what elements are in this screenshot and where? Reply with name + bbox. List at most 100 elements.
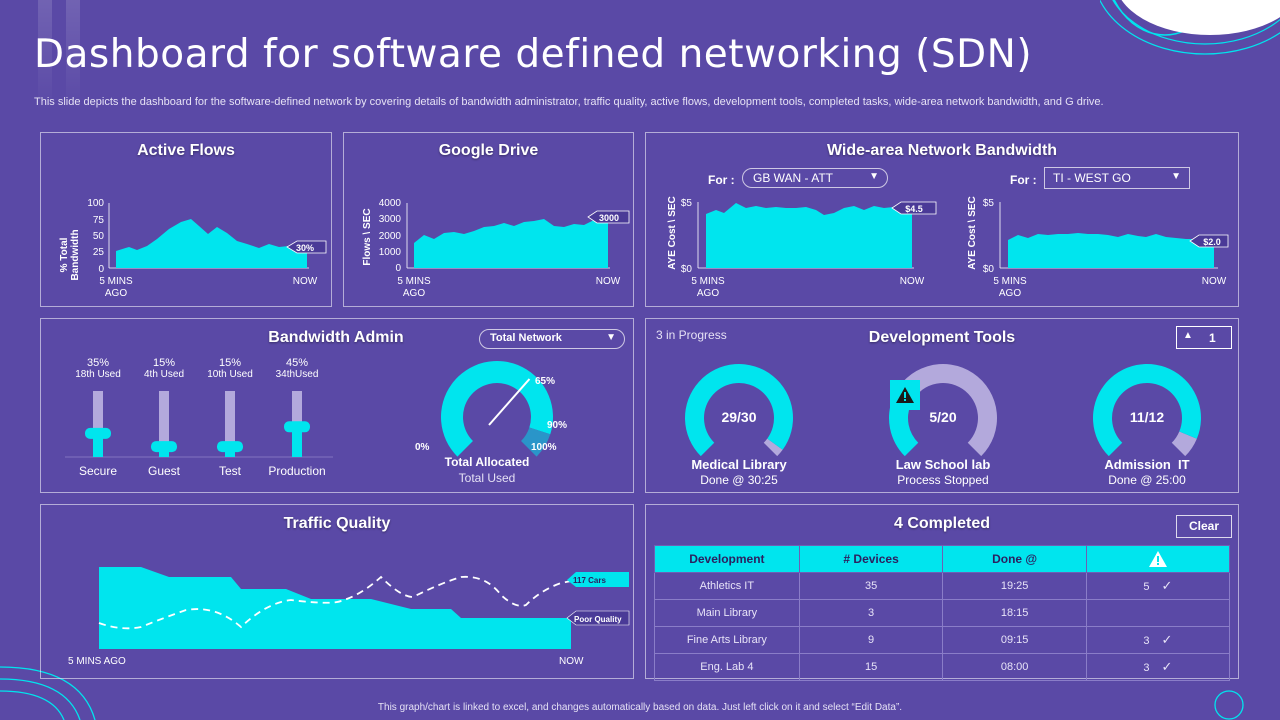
alert-count: 3: [1143, 662, 1150, 674]
check-icon: ✓: [1161, 632, 1173, 647]
google-drive-title: Google Drive: [438, 142, 539, 159]
slider-name: Test: [218, 464, 241, 478]
slider-used: 18th Used: [75, 369, 121, 380]
dev-tools-alert-badge[interactable]: ▲ 1: [1176, 326, 1232, 349]
bandwidth-sliders: [65, 391, 333, 458]
wan-right-chart[interactable]: AYE Cost \ SEC $5 $0 $2.0 5 MINS AGO NOW: [946, 188, 1240, 308]
active-flows-title: Active Flows: [137, 142, 235, 159]
dev-tools-title: Development Tools: [868, 329, 1016, 346]
column-header[interactable]: Done @: [942, 545, 1087, 573]
cell-alerts: 3 ✓: [1085, 653, 1231, 681]
table-header-row: Development # Devices Done @: [654, 545, 1231, 573]
slider-knob[interactable]: [85, 427, 111, 439]
x-end-label: NOW: [1202, 276, 1227, 287]
gauge-label-100: 100%: [531, 442, 557, 453]
table-row[interactable]: Fine Arts Library 9 09:15 3 ✓: [654, 626, 1231, 654]
slider-used: 34thUsed: [275, 369, 319, 380]
bandwidth-admin-select[interactable]: Total Network ▼: [479, 329, 625, 349]
alert-count: 5: [1143, 581, 1150, 593]
slider-track: [159, 391, 169, 457]
total-allocated-gauge[interactable]: [401, 359, 601, 459]
dev-tool-ring-medical[interactable]: [684, 363, 794, 473]
slider-test[interactable]: 15% 10th Used: [195, 357, 265, 380]
y-tick: $0: [681, 264, 693, 275]
wan-left-select[interactable]: GB WAN - ATT ▼: [742, 168, 888, 188]
traffic-quality-chart[interactable]: 117 Cars Poor Quality: [41, 505, 635, 680]
slider-knob[interactable]: [151, 441, 177, 453]
chevron-down-icon: ▼: [606, 332, 616, 343]
dev-tool-ring-admission[interactable]: [1092, 363, 1202, 473]
wan-left-for-label: For :: [708, 173, 735, 187]
cell-alerts: 5 ✓: [1085, 572, 1231, 600]
slider-knob[interactable]: [284, 421, 310, 433]
wan-left-chart[interactable]: AYE Cost \ SEC $5 $0 $4.5 5 MINS AGO NOW: [646, 188, 946, 308]
wan-right-select-value: TI - WEST GO: [1053, 171, 1131, 185]
cell-devices: 3: [798, 599, 944, 627]
completed-table: Development # Devices Done @ Athletics I…: [654, 545, 1231, 681]
traffic-quality-cars-line: [98, 575, 577, 630]
bandwidth-admin-select-value: Total Network: [490, 332, 562, 344]
x-start-label: AGO: [105, 288, 127, 299]
y-tick: 0: [395, 263, 401, 274]
google-drive-callout: [587, 210, 630, 224]
table-row[interactable]: Main Library 3 18:15: [654, 599, 1231, 627]
google-drive-ylabel: Flows \ SEC: [362, 208, 373, 265]
slider-percent: 15%: [152, 357, 176, 369]
gauge-subtitle: Total Used: [458, 471, 516, 485]
check-icon: ✓: [1161, 659, 1173, 674]
gauge-label-90: 90%: [547, 420, 568, 431]
gauge-label-65: 65%: [535, 376, 556, 387]
warning-icon: ▲: [1183, 330, 1193, 341]
slider-percent: 45%: [285, 357, 309, 369]
traffic-quality-area: [99, 567, 571, 649]
active-flows-chart[interactable]: % Total Bandwidth 100 75 50 25 0 30% 5 M…: [41, 133, 333, 308]
completed-title: 4 Completed: [893, 515, 990, 532]
y-tick: $5: [681, 198, 693, 209]
slider-name: Production: [268, 464, 326, 478]
column-header[interactable]: # Devices: [798, 545, 944, 573]
dev-tool-value: 29/30: [721, 409, 757, 425]
slider-guest[interactable]: 15% 4th Used: [129, 357, 199, 380]
cell-development: Fine Arts Library: [654, 626, 800, 654]
cell-devices: 9: [798, 626, 944, 654]
y-tick: 100: [87, 198, 104, 209]
column-header[interactable]: Development: [654, 545, 800, 573]
cell-devices: 15: [798, 653, 944, 681]
dev-tool-value: 5/20: [929, 409, 957, 425]
cell-done: 08:00: [942, 653, 1087, 681]
slider-fill: [292, 427, 302, 457]
x-end-label: NOW: [596, 276, 621, 287]
ring-progress: [889, 397, 919, 457]
chevron-down-icon: ▼: [1171, 171, 1181, 182]
x-start-label: 5 MINS: [993, 276, 1027, 287]
table-row[interactable]: Athletics IT 35 19:25 5 ✓: [654, 572, 1231, 600]
google-drive-chart[interactable]: Flows \ SEC 4000 3000 2000 1000 0 3000 5…: [344, 133, 635, 308]
traffic-quality-title: Traffic Quality: [283, 515, 391, 532]
dev-tool-value: 11/12: [1129, 409, 1165, 425]
slider-name: Guest: [147, 464, 180, 478]
y-tick: 3000: [379, 214, 402, 225]
x-start-label: AGO: [999, 288, 1021, 299]
traffic-x-end: NOW: [559, 656, 584, 667]
y-tick: $0: [983, 264, 995, 275]
column-header-alert[interactable]: [1085, 545, 1231, 573]
decor-circle-bottom-right: [1214, 690, 1244, 720]
wan-left-callout-label: $4.5: [905, 204, 923, 214]
gauge-needle: [488, 378, 531, 426]
cell-development: Eng. Lab 4: [654, 653, 800, 681]
traffic-quality-callout-label: Poor Quality: [574, 615, 622, 624]
x-start-label: AGO: [403, 288, 425, 299]
wan-right-select[interactable]: TI - WEST GO ▼: [1044, 167, 1190, 189]
clear-button[interactable]: Clear: [1176, 515, 1232, 538]
slider-secure[interactable]: 35% 18th Used: [63, 357, 133, 380]
slider-fill: [93, 433, 103, 457]
active-flows-panel: Active Flows % Total Bandwidth 100 75 50…: [40, 132, 332, 307]
slider-production[interactable]: 45% 34thUsed: [262, 357, 332, 380]
warning-icon: [896, 387, 914, 403]
bandwidth-admin-title: Bandwidth Admin: [268, 329, 404, 346]
decor-arcs-bottom-left: [0, 666, 96, 720]
wan-right-ylabel: AYE Cost \ SEC: [967, 196, 978, 270]
table-row[interactable]: Eng. Lab 4 15 08:00 3 ✓: [654, 653, 1231, 681]
slider-knob[interactable]: [217, 441, 243, 453]
page-title: Dashboard for software defined networkin…: [34, 32, 1033, 77]
